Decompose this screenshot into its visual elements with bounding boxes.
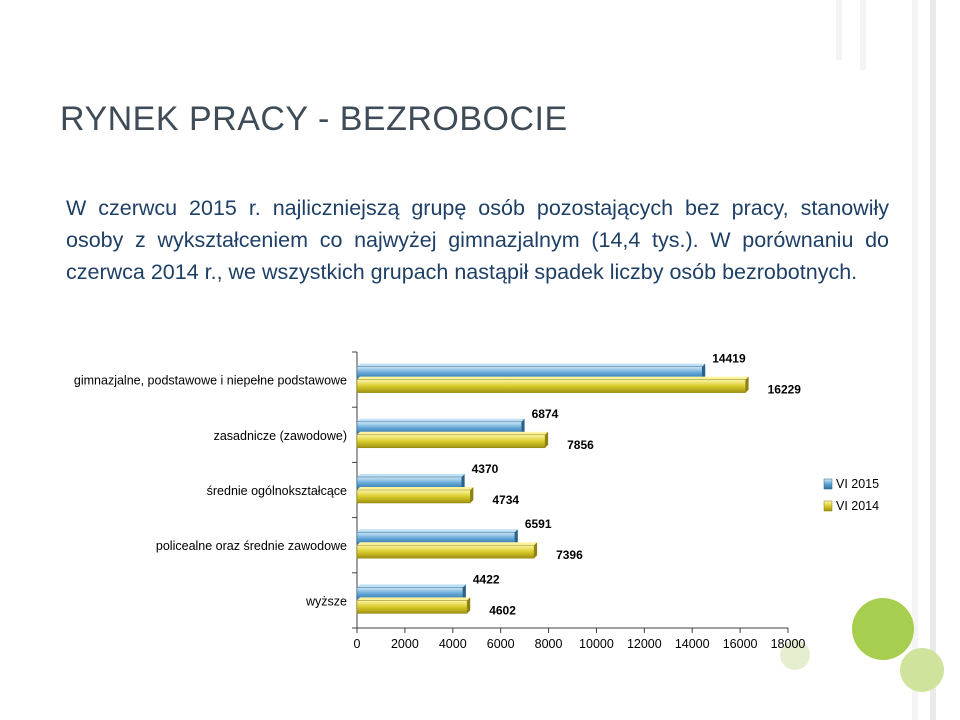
bar-end-face [467,597,471,614]
bar-end-face [461,474,465,490]
chart-bars [356,363,749,614]
bar [356,544,535,559]
chart-legend: VI 2015 VI 2014 [823,477,879,513]
slide-title-text: Rynek pracy - bezrobocie [60,100,568,138]
bar-end-face [545,431,549,448]
legend-swatch [823,478,833,490]
bar-top-face [357,363,706,367]
category-label: policealne oraz średnie zawodowe [156,539,347,553]
x-tick-label: 8000 [535,637,563,651]
data-label: 4602 [489,603,516,617]
x-tick-label: 16000 [723,637,758,651]
data-label: 6874 [532,407,559,421]
slide-body-text: W czerwcu 2015 r. najliczniejszą grupę o… [66,196,889,284]
data-label: 4370 [472,462,499,476]
decor-line [912,0,918,720]
x-tick-label: 12000 [627,637,662,651]
bar-end-face [462,584,466,601]
bar-top-face [357,418,525,422]
bar-top-face [357,529,518,533]
slide-title: Rynek pracy - bezrobocie [60,100,568,139]
data-label: 7856 [567,438,594,452]
bar-end-face [702,363,706,380]
bar-end-face [521,418,525,435]
category-label: gimnazjalne, podstawowe i niepełne podst… [74,374,347,388]
bar-top-face [357,376,749,380]
bar [356,379,746,393]
bar-end-face [470,487,474,503]
x-tick-label: 4000 [439,637,467,651]
legend-label: VI 2015 [836,477,879,491]
legend-label: VI 2014 [836,499,879,513]
bar-end-face [745,376,749,393]
x-tick-label: 2000 [391,637,419,651]
category-label: wyższe [305,594,347,608]
decor-line [930,0,936,720]
category-label: średnie ogólnokształcące [207,484,347,498]
decor-circle [852,598,914,660]
data-label: 6591 [525,517,552,531]
bar-end-face [534,542,538,559]
x-tick-label: 18000 [771,637,806,651]
data-label: 16229 [768,383,802,397]
x-tick-label: 0 [354,637,361,651]
bar [356,434,546,449]
x-tick-label: 14000 [675,637,710,651]
data-label: 7396 [556,548,583,562]
bar-top-face [357,542,538,546]
decor-circle [900,648,944,692]
bar-top-face [357,487,474,490]
category-label: zasadnicze (zawodowe) [214,429,347,443]
bar-top-face [357,474,465,477]
bar-top-face [357,431,549,435]
data-label: 4734 [492,493,519,507]
data-label: 4422 [473,572,500,586]
decor-line [836,0,842,60]
decor-circle [780,640,810,670]
bar-end-face [514,529,518,546]
bar [356,489,471,504]
decor-line [860,0,866,70]
x-tick-label: 6000 [487,637,515,651]
bar-top-face [357,584,466,588]
chart-labels: gimnazjalne, podstawowe i niepełne podst… [74,352,801,618]
x-tick-label: 10000 [579,637,614,651]
bar-top-face [357,597,471,601]
bar [356,600,468,614]
legend-swatch [823,500,833,512]
data-label: 14419 [712,352,746,366]
